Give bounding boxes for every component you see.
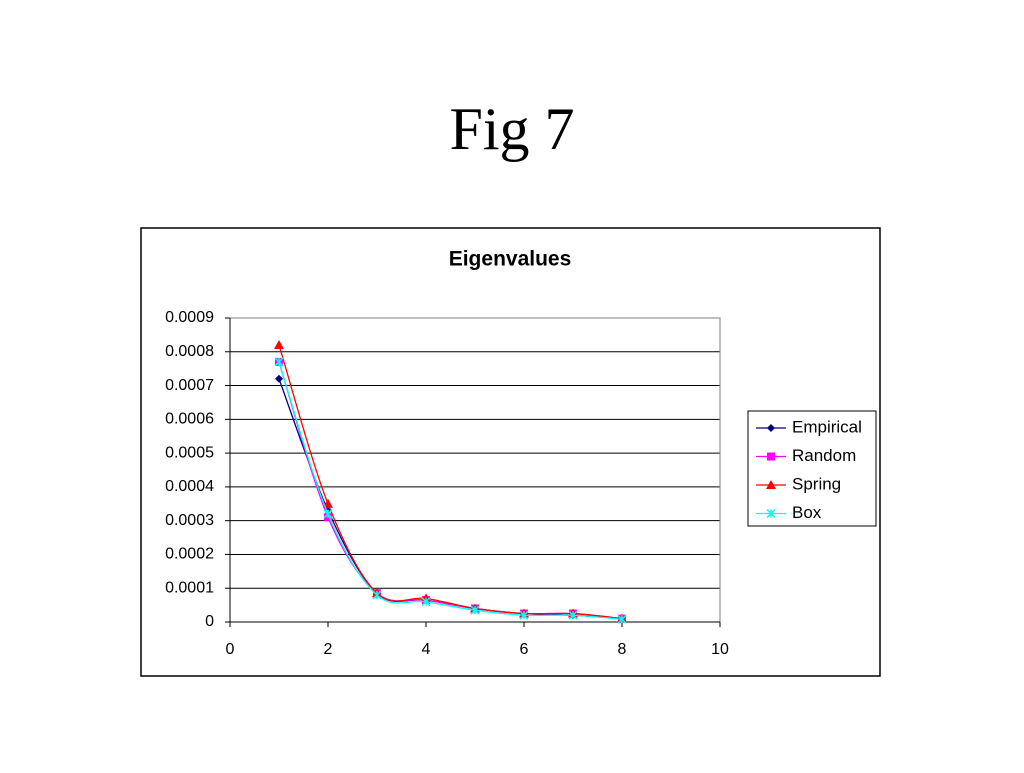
y-tick-label: 0.0004 — [165, 478, 214, 495]
legend-label: Random — [792, 446, 856, 465]
data-point — [275, 374, 283, 383]
data-point — [568, 610, 578, 620]
data-point — [617, 614, 627, 624]
y-tick-label: 0.0006 — [165, 411, 214, 428]
legend-marker — [767, 452, 775, 461]
legend-label: Empirical — [792, 417, 862, 436]
data-point — [274, 340, 284, 350]
data-point — [421, 597, 431, 607]
data-point — [470, 605, 480, 615]
y-tick-label: 0.0005 — [165, 444, 214, 461]
legend-marker — [767, 424, 775, 432]
y-tick-label: 0 — [205, 613, 214, 630]
data-point — [274, 357, 284, 367]
y-tick-label: 0.0002 — [165, 546, 214, 563]
data-point — [519, 610, 529, 620]
slide-title: Fig 7 — [449, 96, 574, 162]
legend-marker — [766, 480, 776, 489]
series-line — [278, 361, 623, 620]
y-tick-label: 0.0001 — [165, 579, 214, 596]
data-point — [323, 498, 333, 508]
data-point — [323, 509, 333, 519]
x-tick-label: 10 — [711, 641, 729, 658]
legend-label: Box — [792, 503, 822, 522]
y-tick-label: 0.0009 — [165, 309, 214, 326]
chart-title: Eigenvalues — [449, 248, 572, 271]
x-tick-label: 0 — [226, 641, 235, 658]
x-tick-label: 6 — [520, 641, 529, 658]
x-tick-label: 2 — [324, 641, 333, 658]
x-tick-label: 8 — [618, 641, 627, 658]
legend-marker — [766, 508, 776, 519]
x-tick-label: 4 — [422, 641, 431, 658]
y-tick-label: 0.0008 — [165, 343, 214, 360]
y-tick-label: 0.0007 — [165, 377, 214, 394]
y-tick-label: 0.0003 — [165, 512, 214, 529]
legend-label: Spring — [792, 474, 841, 493]
data-point — [372, 590, 382, 600]
